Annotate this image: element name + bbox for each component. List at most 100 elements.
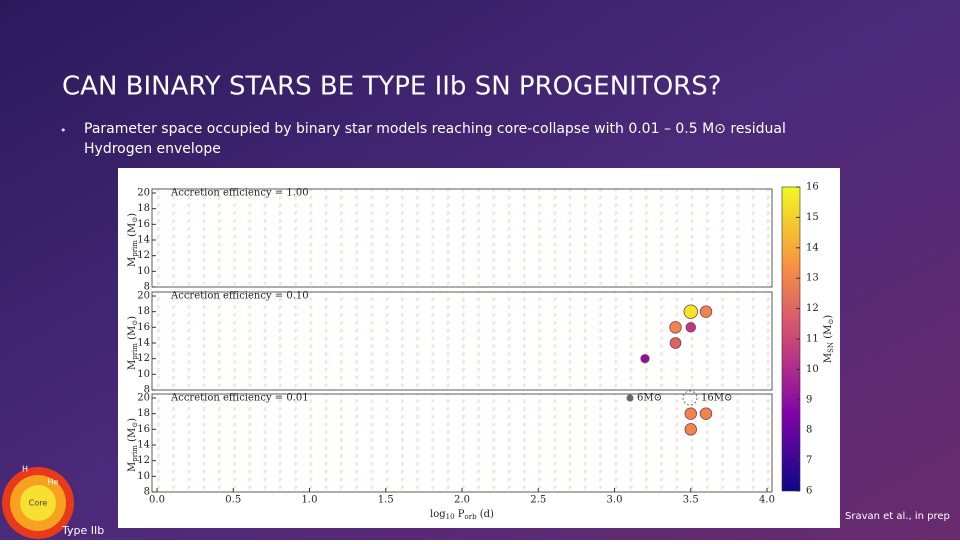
bullet-box: Parameter space occupied by binary star … xyxy=(84,121,786,157)
label-part: (M xyxy=(127,326,138,343)
label-part: prim xyxy=(131,240,139,257)
y-tick-label: 20 xyxy=(137,393,150,404)
colorbar-tick-label: 13 xyxy=(806,273,819,284)
label-part: log xyxy=(430,509,446,520)
y-tick-label: 12 xyxy=(137,250,150,261)
label-part: SN xyxy=(827,342,835,353)
size-legend-label: 16M⊙ xyxy=(701,393,732,404)
label-part: prim xyxy=(131,343,139,360)
panel-annotation: Accretion efficiency = 0.10 xyxy=(170,291,309,302)
y-tick-label: 10 xyxy=(137,471,150,482)
y-tick-label: 18 xyxy=(137,408,150,419)
panel-annotation: Accretion efficiency = 0.01 xyxy=(170,393,309,404)
colorbar-tick-label: 11 xyxy=(806,334,819,345)
x-tick-label: 2.0 xyxy=(454,495,470,506)
label-part: M xyxy=(823,353,834,363)
label-part: M xyxy=(127,462,138,472)
y-tick-label: 18 xyxy=(137,203,150,214)
y-tick-label: 8 xyxy=(144,487,150,498)
colorbar-tick-label: 7 xyxy=(806,455,812,466)
data-point xyxy=(669,337,682,349)
colorbar-tick-label: 12 xyxy=(806,303,819,314)
y-tick-label: 18 xyxy=(137,306,150,317)
axis-label: Mprim (M⊙) xyxy=(127,316,140,370)
y-tick-label: 10 xyxy=(137,266,150,277)
axis-label: Mprim (M⊙) xyxy=(127,418,140,472)
label-part: ) xyxy=(823,315,834,319)
icon-label: He xyxy=(48,478,59,487)
y-tick-label: 12 xyxy=(137,353,150,364)
icon-label: Core xyxy=(29,499,48,508)
colorbar-tick-label: 8 xyxy=(806,425,812,436)
label-part: orb xyxy=(465,513,478,521)
data-point xyxy=(683,304,698,319)
x-tick-label: 2.5 xyxy=(530,495,546,506)
label-part: ) xyxy=(127,316,138,320)
label-part: P xyxy=(455,509,465,520)
data-point xyxy=(685,322,696,333)
x-tick-label: 0.0 xyxy=(149,495,165,506)
label-part: (M xyxy=(127,223,138,240)
colorbar-tick-label: 10 xyxy=(806,364,819,375)
x-tick-label: 1.0 xyxy=(302,495,318,506)
data-point xyxy=(699,407,713,420)
label-part: ) xyxy=(127,213,138,217)
label-part: ) xyxy=(127,418,138,422)
label-part: prim xyxy=(131,445,139,462)
label-part: ⊙ xyxy=(827,319,835,325)
colorbar-tick-label: 15 xyxy=(806,212,819,223)
layer-icon: H He Core xyxy=(2,465,74,539)
dot-grid xyxy=(152,189,772,285)
y-tick-label: 16 xyxy=(137,424,150,435)
label-part: (M xyxy=(127,428,138,445)
label-part: ⊙ xyxy=(131,320,139,326)
y-tick-label: 16 xyxy=(137,322,150,333)
y-tick-label: 20 xyxy=(137,188,150,199)
panel-frame xyxy=(151,188,773,288)
axis-label: log10 Porb (d) xyxy=(430,509,494,522)
slide-title: CAN BINARY STARS BE TYPE IIb SN PROGENIT… xyxy=(62,72,722,102)
label-part: (M xyxy=(823,325,834,342)
data-point xyxy=(669,321,682,334)
bullet-text: Parameter space occupied by binary star … xyxy=(84,121,786,157)
x-tick-label: 3.0 xyxy=(607,495,623,506)
y-tick-label: 10 xyxy=(137,369,150,380)
y-tick-label: 8 xyxy=(144,282,150,293)
y-tick-label: 8 xyxy=(144,385,150,396)
x-tick-label: 3.5 xyxy=(683,495,699,506)
x-tick-label: 4.0 xyxy=(759,495,775,506)
y-tick-label: 12 xyxy=(137,455,150,466)
size-legend-marker xyxy=(626,394,634,402)
panel-annotation: Accretion efficiency = 1.00 xyxy=(170,188,309,199)
label-part: (d) xyxy=(477,509,494,520)
y-tick-label: 14 xyxy=(137,440,150,451)
citation: Sravan et al., in prep xyxy=(845,511,950,522)
size-legend-marker xyxy=(682,390,698,406)
y-tick-label: 20 xyxy=(137,291,150,302)
colorbar-tick-label: 16 xyxy=(806,182,819,193)
data-point xyxy=(684,407,697,420)
x-tick-label: 1.5 xyxy=(378,495,394,506)
icon-label: H xyxy=(22,465,28,474)
label-part: ⊙ xyxy=(131,422,139,428)
axis-label: MSN (M⊙) xyxy=(823,315,836,363)
label-part: ⊙ xyxy=(131,217,139,223)
data-point xyxy=(640,354,650,364)
size-legend-label: 6M⊙ xyxy=(637,393,662,404)
x-tick-label: 0.5 xyxy=(225,495,241,506)
data-point xyxy=(699,305,713,318)
y-tick-label: 14 xyxy=(137,338,150,349)
dot-grid xyxy=(152,292,772,388)
caption: Type IIb xyxy=(61,524,104,537)
panel-frame xyxy=(151,291,773,391)
colorbar-tick-label: 6 xyxy=(806,486,812,497)
bullet-dot: • xyxy=(60,124,67,137)
colorbar-tick-label: 9 xyxy=(806,394,812,405)
y-tick-label: 16 xyxy=(137,219,150,230)
label-part: M xyxy=(127,360,138,370)
y-tick-label: 14 xyxy=(137,235,150,246)
label-part: M xyxy=(127,257,138,267)
axis-label: Mprim (M⊙) xyxy=(127,213,140,267)
label-part: 10 xyxy=(446,513,455,521)
